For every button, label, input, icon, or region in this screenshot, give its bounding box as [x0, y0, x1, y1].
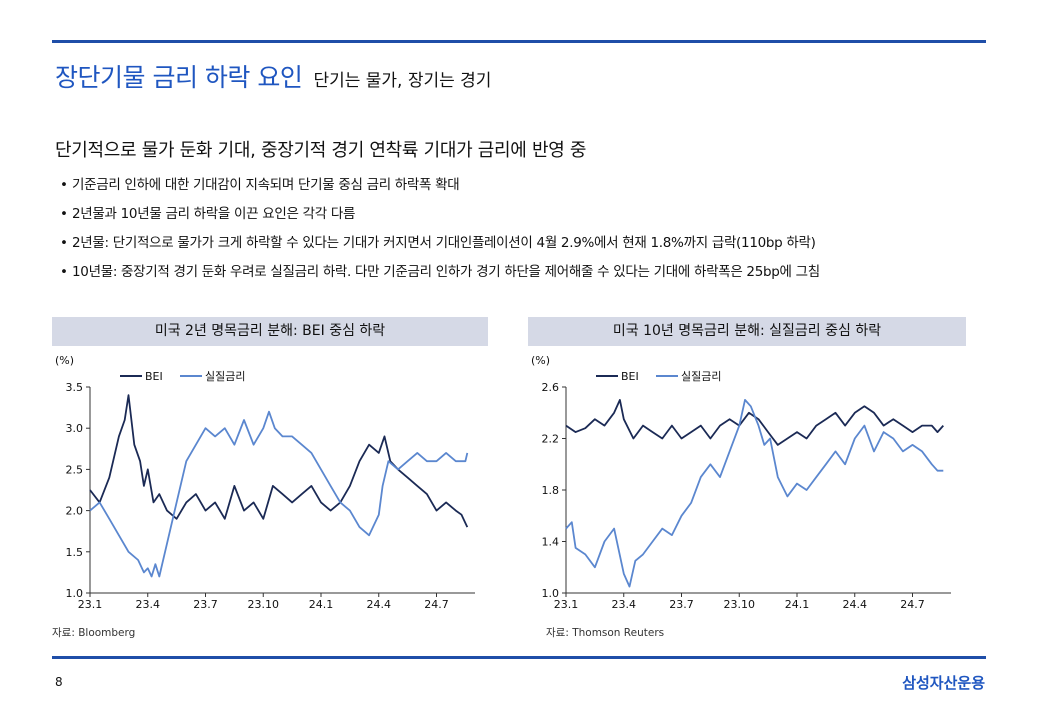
y-tick-label: 2.0	[66, 505, 84, 518]
chart-title-10y: 미국 10년 명목금리 분해: 실질금리 중심 하락	[528, 317, 966, 346]
y-tick-label: 2.6	[542, 381, 560, 394]
x-tick-label: 23.4	[612, 598, 637, 611]
x-tick-label: 23.7	[193, 598, 218, 611]
y-axis-label: (%)	[55, 354, 74, 367]
y-tick-label: 3.5	[66, 381, 84, 394]
x-tick-label: 24.7	[900, 598, 925, 611]
source-2y: 자료: Bloomberg	[52, 627, 136, 639]
bullet-dot: •	[60, 177, 68, 193]
bullet-text: 10년물: 중장기적 경기 둔화 우려로 실질금리 하락. 다만 기준금리 인하…	[72, 264, 820, 280]
chart-10y: (%) 1.0 1.4 1.8 2.2 2.6 23.1 23.4 23.7 23.10 24.1 2…	[531, 354, 951, 611]
top-rule	[52, 40, 986, 43]
bullet-dot: •	[60, 235, 68, 251]
legend-label: BEI	[145, 370, 163, 383]
bullet-item: • 기준금리 인하에 대한 기대감이 지속되며 단기물 중심 금리 하락폭 확대	[60, 175, 820, 204]
x-tick-label: 23.4	[136, 598, 161, 611]
bullet-item: • 10년물: 중장기적 경기 둔화 우려로 실질금리 하락. 다만 기준금리 인…	[60, 262, 820, 291]
x-tick-label: 24.7	[424, 598, 449, 611]
bullet-dot: •	[60, 206, 68, 222]
bullet-text: 2년물: 단기적으로 물가가 크게 하락할 수 있다는 기대가 커지면서 기대인…	[72, 235, 816, 251]
series-line-real-rate	[565, 399, 944, 588]
series-line-bei	[565, 399, 944, 446]
bullet-list: • 기준금리 인하에 대한 기대감이 지속되며 단기물 중심 금리 하락폭 확대 …	[60, 175, 820, 291]
y-tick-label: 1.8	[542, 484, 560, 497]
bullet-text: 기준금리 인하에 대한 기대감이 지속되며 단기물 중심 금리 하락폭 확대	[72, 177, 460, 193]
series-line-real-rate	[89, 410, 469, 578]
legend-label: BEI	[621, 370, 639, 383]
bullet-text: 2년물과 10년물 금리 하락을 이끈 요인은 각각 다름	[72, 206, 356, 222]
y-tick-label: 2.2	[542, 433, 560, 446]
x-tick-label: 23.10	[724, 598, 756, 611]
x-tick-label: 23.1	[78, 598, 103, 611]
subheading: 단기적으로 물가 둔화 기대, 중장기적 경기 연착륙 기대가 금리에 반영 중	[55, 140, 587, 161]
series-line-bei	[89, 394, 469, 528]
brand-logo: 삼성자산운용	[902, 674, 985, 692]
x-tick-label: 24.4	[367, 598, 392, 611]
bullet-item: • 2년물과 10년물 금리 하락을 이끈 요인은 각각 다름	[60, 204, 820, 233]
title-sub: 단기는 물가, 장기는 경기	[313, 71, 492, 91]
x-tick-label: 23.1	[554, 598, 579, 611]
bottom-rule	[52, 656, 986, 659]
y-tick-label: 1.5	[66, 546, 84, 559]
title-main: 장단기물 금리 하락 요인	[55, 63, 303, 92]
bullet-dot: •	[60, 264, 68, 280]
source-10y: 자료: Thomson Reuters	[546, 627, 665, 639]
page-number: 8	[55, 675, 63, 689]
legend-label: 실질금리	[681, 370, 721, 383]
y-tick-label: 2.5	[66, 463, 84, 476]
y-tick-label: 1.4	[542, 536, 560, 549]
x-tick-label: 23.10	[248, 598, 280, 611]
x-tick-label: 24.4	[843, 598, 868, 611]
y-tick-label: 1.0	[66, 587, 84, 600]
x-tick-label: 24.1	[309, 598, 334, 611]
page-title: 장단기물 금리 하락 요인 단기는 물가, 장기는 경기	[55, 58, 491, 94]
x-tick-label: 23.7	[669, 598, 694, 611]
bullet-item: • 2년물: 단기적으로 물가가 크게 하락할 수 있다는 기대가 커지면서 기대…	[60, 233, 820, 262]
y-tick-label: 1.0	[542, 587, 560, 600]
y-axis-label: (%)	[531, 354, 550, 367]
legend-label: 실질금리	[205, 370, 245, 383]
y-tick-label: 3.0	[66, 422, 84, 435]
x-tick-label: 24.1	[785, 598, 810, 611]
chart-title-2y: 미국 2년 명목금리 분해: BEI 중심 하락	[52, 317, 488, 346]
chart-2y: (%) 1.0 1.5 2.0 2.5 3.0 3.5 23.1 23.4 23.7 23.10 24…	[55, 354, 475, 611]
